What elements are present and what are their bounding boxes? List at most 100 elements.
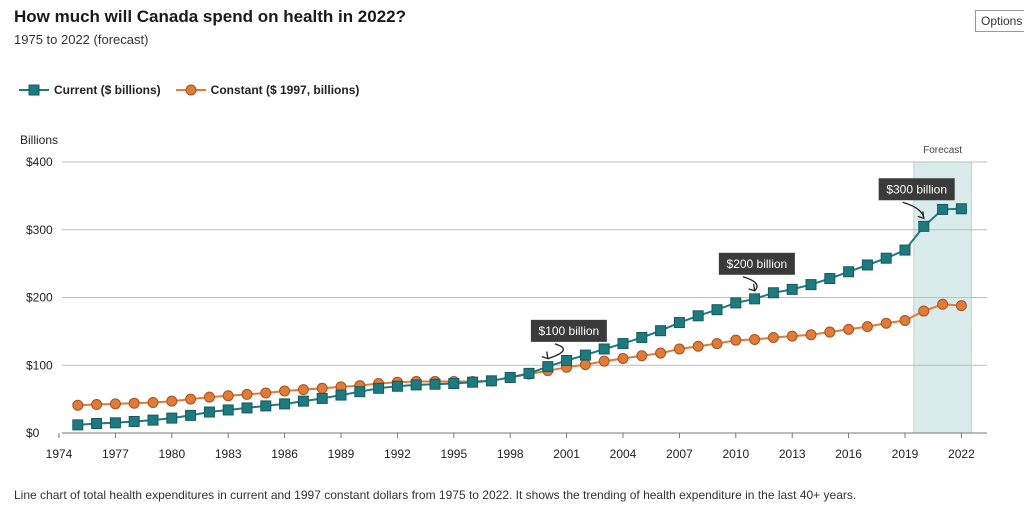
data-point-current (335, 389, 347, 401)
data-point-current (410, 379, 422, 391)
data-point-current (749, 293, 761, 305)
data-point-current (203, 406, 215, 418)
x-tick-label: 2013 (779, 447, 806, 461)
data-point-current (805, 279, 817, 291)
annotation-box (878, 178, 955, 201)
x-tick-label: 2010 (722, 447, 749, 461)
x-tick-label: 1992 (384, 447, 411, 461)
data-point-current (918, 220, 930, 232)
chart-subtitle: 1975 to 2022 (forecast) (14, 32, 149, 47)
square-marker-icon (19, 84, 49, 96)
data-point-current (617, 338, 629, 350)
data-point-constant (955, 300, 967, 312)
forecast-label: Forecast (923, 145, 962, 156)
data-point-current (222, 404, 234, 416)
data-point-current (391, 380, 403, 392)
annotation-label: $200 billion (727, 257, 788, 271)
data-point-current (692, 310, 704, 322)
data-point-current (955, 203, 967, 215)
data-point-current (260, 400, 272, 412)
x-tick-label: 1977 (102, 447, 129, 461)
legend-label-constant: Constant ($ 1997, billions) (210, 83, 360, 97)
data-point-current (91, 418, 103, 430)
data-point-constant (166, 395, 178, 407)
annotation-box (530, 319, 607, 342)
annotation-arrowhead (541, 351, 549, 360)
chart-caption: Line chart of total health expenditures … (14, 488, 857, 502)
data-point-current (523, 367, 535, 379)
options-button[interactable]: Options (975, 10, 1024, 32)
data-point-current (673, 317, 685, 329)
data-point-current (504, 371, 516, 383)
data-point-current (786, 283, 798, 295)
data-point-constant (617, 352, 629, 364)
data-point-constant (805, 329, 817, 341)
legend-label-current: Current ($ billions) (54, 83, 161, 97)
data-point-constant (730, 334, 742, 346)
y-tick-label: $200 (26, 291, 53, 305)
data-point-constant (749, 334, 761, 346)
legend-item-constant[interactable]: Constant ($ 1997, billions) (175, 83, 360, 97)
data-point-current (147, 414, 159, 426)
legend-item-current[interactable]: Current ($ billions) (18, 83, 161, 97)
data-point-constant (185, 393, 197, 405)
data-point-current (542, 361, 554, 373)
data-point-constant (767, 331, 779, 343)
x-tick-label: 2007 (666, 447, 693, 461)
legend: Current ($ billions) Constant ($ 1997, b… (18, 83, 373, 97)
data-point-current (241, 402, 253, 414)
series-line-constant (77, 303, 962, 407)
x-tick-label: 1995 (440, 447, 467, 461)
data-point-current (824, 273, 836, 285)
data-point-current (880, 252, 892, 264)
annotation-box (718, 252, 795, 275)
data-point-constant (260, 387, 272, 399)
annotation-arrow (742, 276, 758, 292)
data-point-constant (824, 326, 836, 338)
data-point-constant (786, 330, 798, 342)
annotation-arrowhead (748, 283, 756, 292)
x-tick-label: 1986 (271, 447, 298, 461)
data-point-current (279, 398, 291, 410)
data-point-current (297, 395, 309, 407)
x-tick-label: 1974 (46, 447, 73, 461)
x-tick-label: 2019 (892, 447, 919, 461)
data-point-constant (91, 399, 103, 411)
y-tick-label: $0 (26, 426, 40, 440)
line-chart: Forecast Billions $0 $100 $200 $300 $400 1974 19… (20, 133, 987, 461)
data-point-constant (655, 347, 667, 359)
data-point-constant (636, 350, 648, 362)
annotation-arrow (547, 343, 564, 360)
data-point-current (636, 331, 648, 343)
data-point-current (467, 376, 479, 388)
data-point-current (561, 355, 573, 367)
data-point-constant (128, 397, 140, 409)
data-point-current (448, 378, 460, 390)
data-point-current (373, 382, 385, 394)
y-tick-label: $100 (26, 358, 53, 372)
data-point-constant (241, 388, 253, 400)
annotation-label: $300 billion (886, 182, 947, 196)
data-point-constant (673, 343, 685, 355)
data-point-constant (598, 355, 610, 367)
data-point-current (730, 297, 742, 309)
data-point-current (166, 412, 178, 424)
data-point-current (598, 343, 610, 355)
data-point-constant (203, 391, 215, 403)
data-point-current (72, 419, 84, 431)
data-point-constant (937, 298, 949, 310)
annotation-label: $100 billion (539, 324, 600, 338)
y-axis-label: Billions (20, 133, 58, 147)
x-tick-label: 2016 (835, 447, 862, 461)
data-point-constant (316, 382, 328, 394)
y-tick-label: $300 (26, 223, 53, 237)
y-tick-label: $400 (26, 155, 53, 169)
data-point-constant (72, 399, 84, 411)
chart-title: How much will Canada spend on health in … (14, 7, 407, 26)
x-tick-label: 1989 (328, 447, 355, 461)
data-point-constant (222, 390, 234, 402)
data-point-current (429, 378, 441, 390)
data-point-constant (880, 317, 892, 329)
data-point-current (843, 266, 855, 278)
data-point-current (485, 375, 497, 387)
